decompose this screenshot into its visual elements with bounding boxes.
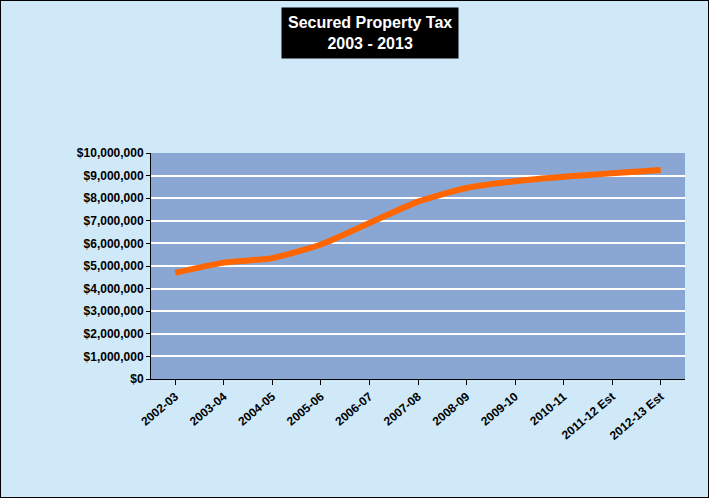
svg-text:2003-04: 2003-04 <box>187 389 230 428</box>
svg-text:2006-07: 2006-07 <box>332 389 375 428</box>
svg-text:$5,000,000: $5,000,000 <box>84 259 144 273</box>
svg-text:2011-12 Est: 2011-12 Est <box>559 390 618 443</box>
svg-text:$2,000,000: $2,000,000 <box>84 327 144 341</box>
svg-text:2004-05: 2004-05 <box>235 389 278 428</box>
svg-text:$8,000,000: $8,000,000 <box>84 191 144 205</box>
svg-text:$1,000,000: $1,000,000 <box>84 350 144 364</box>
svg-text:2002-03: 2002-03 <box>138 389 181 428</box>
svg-text:2010-11: 2010-11 <box>527 389 569 428</box>
svg-text:2012-13 Est: 2012-13 Est <box>607 390 667 443</box>
svg-text:$10,000,000: $10,000,000 <box>77 146 144 160</box>
svg-text:2005-06: 2005-06 <box>284 389 327 428</box>
svg-text:2009-10: 2009-10 <box>478 389 521 428</box>
svg-text:$0: $0 <box>130 372 144 386</box>
svg-text:$6,000,000: $6,000,000 <box>84 237 144 251</box>
svg-text:$7,000,000: $7,000,000 <box>84 214 144 228</box>
svg-text:2007-08: 2007-08 <box>381 389 424 428</box>
svg-text:$9,000,000: $9,000,000 <box>84 169 144 183</box>
svg-text:$4,000,000: $4,000,000 <box>84 282 144 296</box>
svg-text:2008-09: 2008-09 <box>430 389 473 428</box>
svg-text:Secured Property Tax2003 - 201: Secured Property Tax2003 - 2013 <box>288 14 452 52</box>
svg-text:$3,000,000: $3,000,000 <box>84 304 144 318</box>
